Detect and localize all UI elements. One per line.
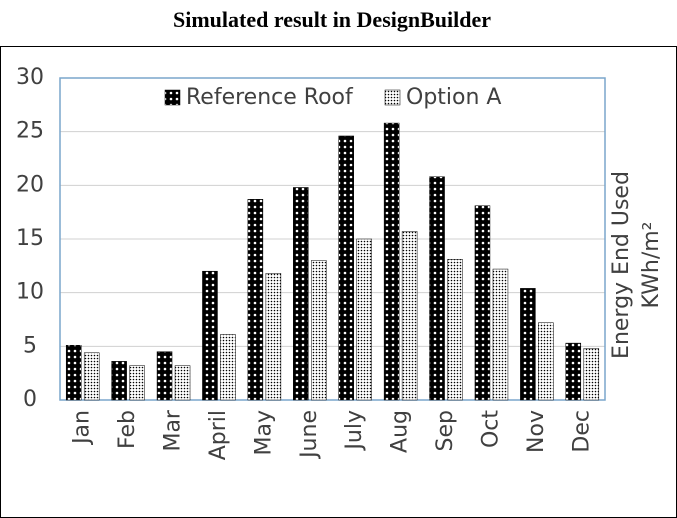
bar	[447, 259, 463, 401]
bar	[265, 273, 282, 401]
bar	[356, 238, 372, 401]
y-tick-label: 10	[16, 280, 44, 305]
y-tick-label: 5	[23, 333, 37, 358]
x-tick-label: Mar	[161, 409, 186, 451]
legend-swatch	[164, 89, 181, 106]
bar	[220, 334, 236, 401]
bar	[174, 365, 191, 401]
bar	[311, 260, 327, 401]
bar	[429, 176, 445, 401]
legend-label: Option A	[406, 85, 501, 110]
x-tick-label: June	[297, 410, 322, 460]
bar	[338, 135, 354, 401]
x-tick-label: Nov	[524, 410, 549, 453]
bar	[401, 231, 418, 401]
y-tick-label: 15	[16, 226, 44, 251]
bar	[111, 361, 127, 401]
legend-swatch	[384, 89, 401, 106]
bar	[538, 322, 554, 401]
legend-label: Reference Roof	[186, 85, 354, 110]
y-axis-label: KWh/m²	[639, 221, 664, 308]
bar	[129, 365, 145, 401]
x-tick-label: Oct	[478, 410, 503, 448]
y-axis-label: Energy End Used	[609, 171, 634, 359]
bar	[156, 351, 173, 401]
bar	[565, 342, 582, 401]
bar	[474, 205, 491, 401]
bar	[65, 345, 82, 401]
y-tick-label: 25	[16, 119, 44, 144]
bar	[202, 270, 218, 401]
bar	[583, 348, 600, 401]
bar	[492, 268, 509, 401]
x-tick-label: Aug	[388, 410, 413, 453]
plot-frame	[59, 77, 606, 401]
y-tick-label: 30	[16, 65, 44, 90]
x-tick-label: May	[251, 410, 276, 455]
bar	[520, 288, 536, 401]
bar	[293, 187, 309, 401]
x-tick-label: Sep	[433, 410, 458, 451]
x-tick-label: Dec	[569, 410, 594, 453]
chart-title: Simulated result in DesignBuilder	[173, 7, 491, 32]
bar	[83, 352, 100, 401]
x-tick-label: April	[206, 410, 231, 460]
bar	[247, 199, 264, 401]
bar	[383, 122, 400, 401]
y-tick-label: 0	[23, 387, 37, 412]
x-tick-label: July	[342, 410, 367, 452]
y-tick-label: 20	[16, 172, 44, 197]
x-tick-label: Jan	[70, 410, 95, 446]
x-tick-label: Feb	[115, 410, 140, 449]
